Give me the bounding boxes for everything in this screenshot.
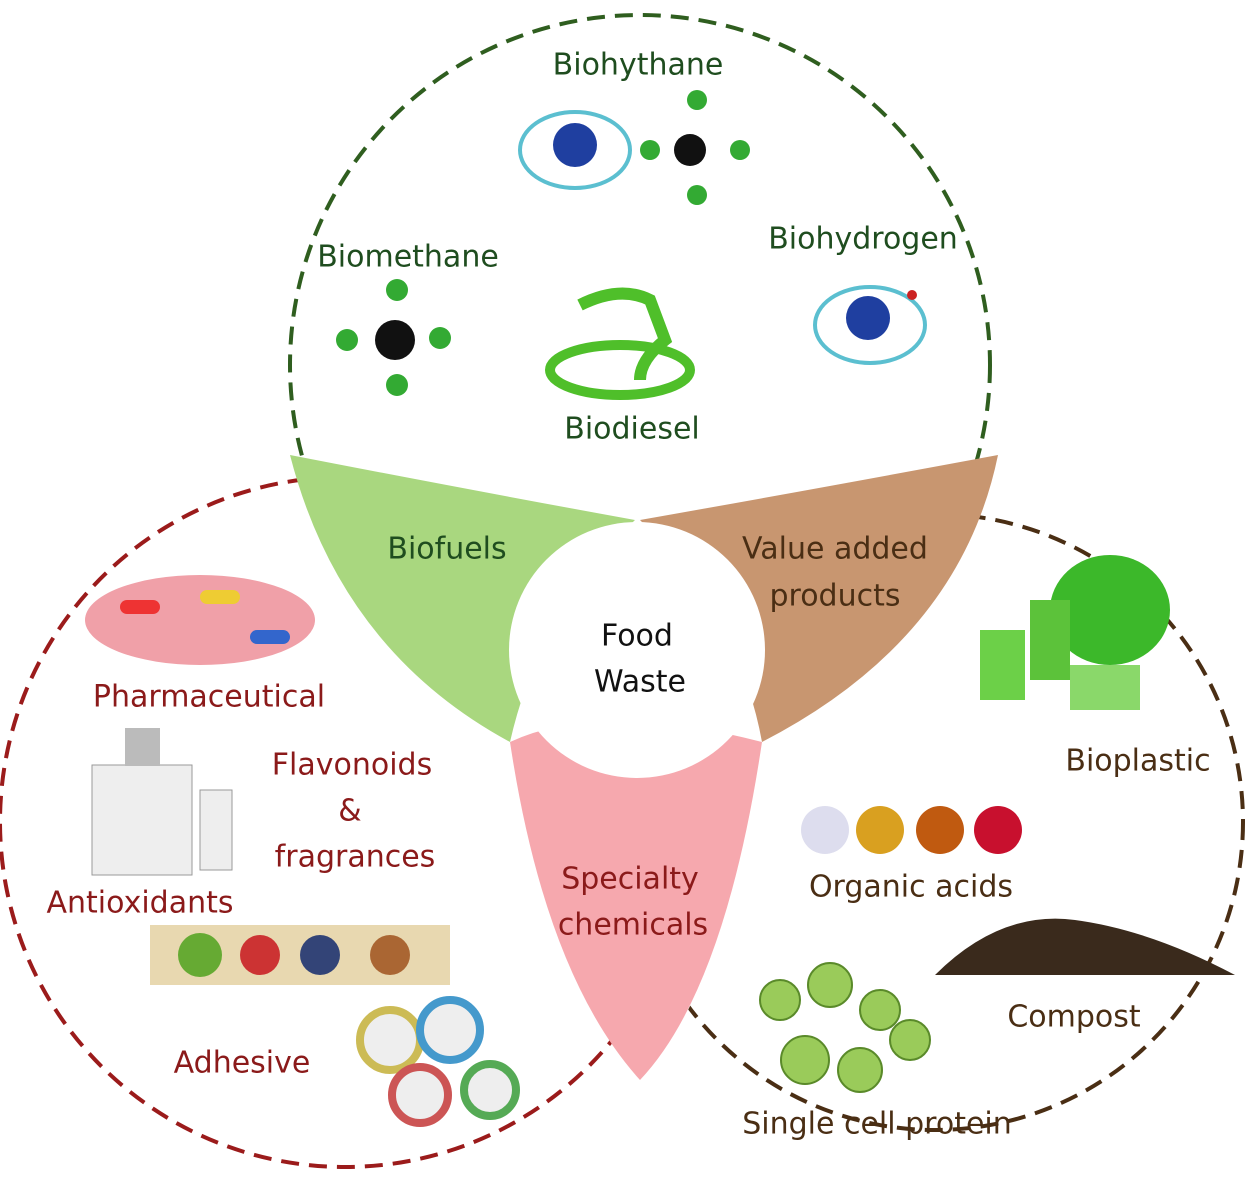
- perfume-icon: [92, 728, 232, 875]
- item-label: &: [338, 794, 361, 829]
- bioplastic-icon: [980, 555, 1170, 710]
- pills-icon: [85, 575, 315, 665]
- petal-label: Biofuels: [387, 532, 506, 567]
- item-label: Biomethane: [317, 240, 499, 275]
- item-label: Antioxidants: [47, 886, 234, 921]
- item-label: Flavonoids: [272, 748, 432, 783]
- item-label: Adhesive: [174, 1046, 311, 1081]
- center-label: Food: [601, 619, 673, 654]
- item-label: Single cell protein: [742, 1107, 1012, 1142]
- protein-icon: [760, 963, 930, 1092]
- item-label: Biodiesel: [564, 412, 700, 447]
- item-label: Bioplastic: [1065, 744, 1210, 779]
- petal-label: Specialty: [561, 862, 699, 897]
- biohythane-icon: [520, 90, 750, 205]
- adhesive-icon: [360, 1000, 516, 1123]
- item-label: Organic acids: [809, 870, 1013, 905]
- compost-icon: [935, 919, 1235, 975]
- biohydrogen-icon: [815, 287, 925, 363]
- petal-label: chemicals: [558, 908, 708, 943]
- acids-icon: [801, 806, 1022, 854]
- item-label: Compost: [1007, 1000, 1141, 1035]
- item-label: fragrances: [275, 840, 436, 875]
- diagram: Food Waste Biofuels Value added products…: [0, 0, 1248, 1177]
- item-label: Biohythane: [553, 48, 724, 83]
- biomethane-icon: [336, 279, 451, 396]
- center-label: Waste: [594, 665, 686, 700]
- biodiesel-icon: [550, 294, 690, 395]
- item-label: Pharmaceutical: [93, 680, 325, 715]
- petal-label: products: [769, 579, 900, 614]
- item-label: Biohydrogen: [768, 222, 958, 257]
- antioxidants-icon: [150, 925, 450, 985]
- petal-label: Value added: [742, 532, 928, 567]
